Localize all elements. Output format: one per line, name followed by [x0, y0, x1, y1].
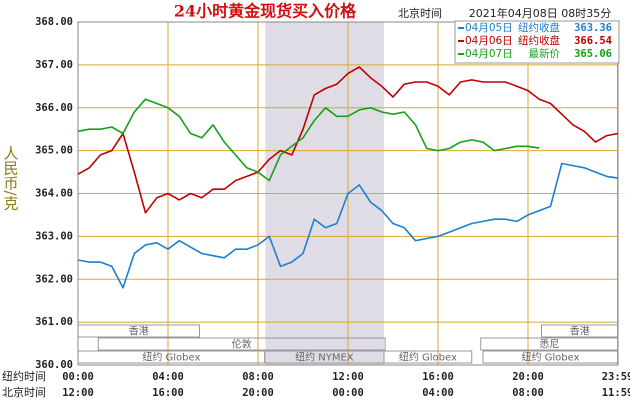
session-label: 纽约 NYMEX	[295, 351, 354, 364]
x-row-label: 北京时间	[2, 385, 46, 399]
session-label: 纽约 Globex	[521, 351, 579, 364]
y-tick-label: 361.00	[35, 316, 73, 328]
legend-price-label: 纽约收盘	[518, 34, 560, 47]
y-tick-label: 366.00	[35, 102, 73, 114]
y-tick-label: 365.00	[35, 145, 73, 157]
session-label: 纽约 Globex	[399, 351, 457, 364]
x-tick-label: 23:59	[602, 371, 630, 383]
session-box	[383, 350, 473, 364]
x-tick-label-beijing: 00:00	[332, 387, 364, 399]
x-tick-label: 08:00	[242, 371, 274, 383]
x-tick-label: 16:00	[422, 371, 454, 383]
session-label: 香港	[570, 326, 590, 338]
price-line	[77, 98, 540, 182]
y-tick-label: 367.00	[35, 59, 73, 71]
legend-price: 363.36	[574, 22, 612, 34]
legend-price: 365.06	[574, 48, 612, 60]
y-tick-label: 364.00	[35, 188, 73, 200]
price-line	[77, 66, 619, 214]
x-tick-label-beijing: 12:00	[62, 387, 94, 399]
x-tick-label: 00:00	[62, 371, 94, 383]
x-tick-label-beijing: 16:00	[152, 387, 184, 399]
session-box	[97, 337, 386, 351]
legend-name: 04月05日	[465, 22, 513, 34]
header-label: 北京时间	[398, 6, 442, 20]
x-tick-label-beijing: 04:00	[422, 387, 454, 399]
y-tick-label: 360.00	[35, 359, 73, 371]
legend-price-label: 最新价	[529, 47, 561, 60]
chart-title: 24小时黄金现货买入价格	[174, 2, 357, 21]
y-tick-label: 362.00	[35, 273, 73, 285]
x-tick-label-beijing: 08:00	[512, 387, 544, 399]
session-label: 悉尼	[539, 339, 559, 351]
x-row-label: 纽约时间	[2, 369, 46, 383]
legend-price-label: 纽约收盘	[518, 21, 560, 34]
y-tick-label: 368.00	[35, 16, 73, 28]
plot-border	[77, 21, 619, 366]
x-tick-label: 20:00	[512, 371, 544, 383]
y-axis-label: 人民币/克	[2, 145, 20, 211]
legend-name: 04月07日	[465, 48, 513, 60]
session-label: 伦敦	[232, 338, 252, 351]
timestamp: 2021年04月08日 08时35分	[469, 6, 611, 20]
legend-name: 04月06日	[465, 35, 513, 47]
price-line	[77, 162, 619, 289]
y-tick-label: 363.00	[35, 230, 73, 242]
x-tick-label: 12:00	[332, 371, 364, 383]
x-tick-label: 04:00	[152, 371, 184, 383]
legend-box	[454, 20, 620, 64]
session-label: 香港	[129, 326, 149, 338]
x-tick-label-beijing: 11:59	[602, 387, 630, 399]
x-tick-label-beijing: 20:00	[242, 387, 274, 399]
legend-price: 366.54	[574, 35, 612, 47]
session-label: 纽约 Globex	[142, 351, 200, 364]
